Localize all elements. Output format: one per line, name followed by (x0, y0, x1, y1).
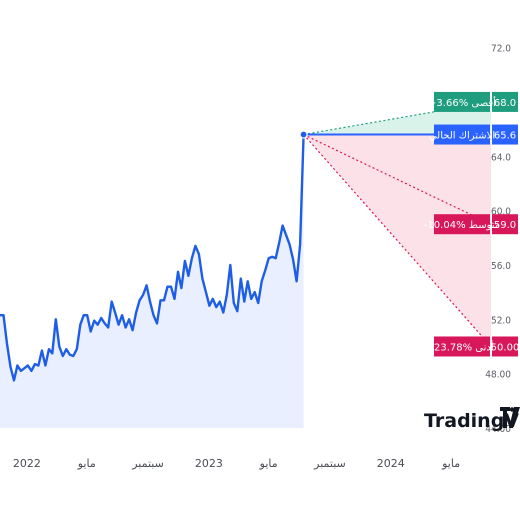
y-tick-label: 56.0 (491, 261, 511, 272)
x-axis: 2022 مايو سبتمبر 2023 مايو سبتمبر 2024 مايو (13, 457, 460, 470)
x-tick-label: 2023 (195, 457, 223, 470)
forecast-label-tag-current (434, 124, 490, 145)
forecast-label-average: -10.04% متوسط (424, 220, 500, 231)
forecast-value-tag-average (492, 214, 518, 235)
forecast-value-tag-high (492, 91, 518, 112)
price-series-group (0, 133, 305, 428)
forecast-value-low: 50.00 (491, 342, 520, 353)
forecast-line-average (303, 133, 492, 225)
forecast-value-tag-low (492, 336, 518, 357)
y-tick-label: 60.0 (491, 207, 511, 218)
forecast-label-high: +3.66% أقصى (428, 96, 496, 109)
forecast-value-average: 59.0 (494, 220, 516, 231)
forecast-label-low: -23.78% أدنى (430, 340, 493, 353)
x-tick-label: مايو (259, 457, 278, 470)
x-tick-label: مايو (77, 457, 96, 470)
forecast-label-tag-high (434, 91, 490, 112)
tradingview-mark-v (509, 407, 520, 428)
x-tick-label: مايو (441, 457, 460, 470)
x-tick-label: سبتمبر (313, 457, 346, 470)
forecast-label-current: الاشتراك الحالي (429, 131, 495, 142)
forecast-origin-point (299, 130, 308, 139)
forecast-line-low (303, 134, 492, 347)
x-tick-label: 2022 (13, 457, 41, 470)
forecast-label-tag-low (434, 336, 490, 357)
forecast-value-tag-current (492, 124, 518, 145)
y-tick-label: 48.00 (485, 370, 511, 381)
tradingview-mark-t (500, 407, 510, 428)
y-tick-label: 44.00 (485, 424, 511, 435)
forecast-label-tag-average (434, 214, 490, 235)
price-area-fill (0, 134, 304, 428)
tradingview-logo: TradingView (424, 407, 520, 432)
forecast-value-current: 65.6 (494, 131, 516, 142)
y-tick-label: 72.0 (491, 44, 511, 55)
tradingview-mark-dot (509, 407, 515, 412)
y-tick-label: 52.0 (491, 315, 511, 326)
x-tick-label: سبتمبر (131, 457, 164, 470)
x-tick-label: 2024 (377, 457, 405, 470)
price-line (0, 133, 305, 382)
y-tick-label: 64.0 (491, 152, 511, 163)
forecast-value-high: 68.0 (494, 98, 516, 109)
tradingview-wordmark: TradingView (424, 410, 520, 432)
